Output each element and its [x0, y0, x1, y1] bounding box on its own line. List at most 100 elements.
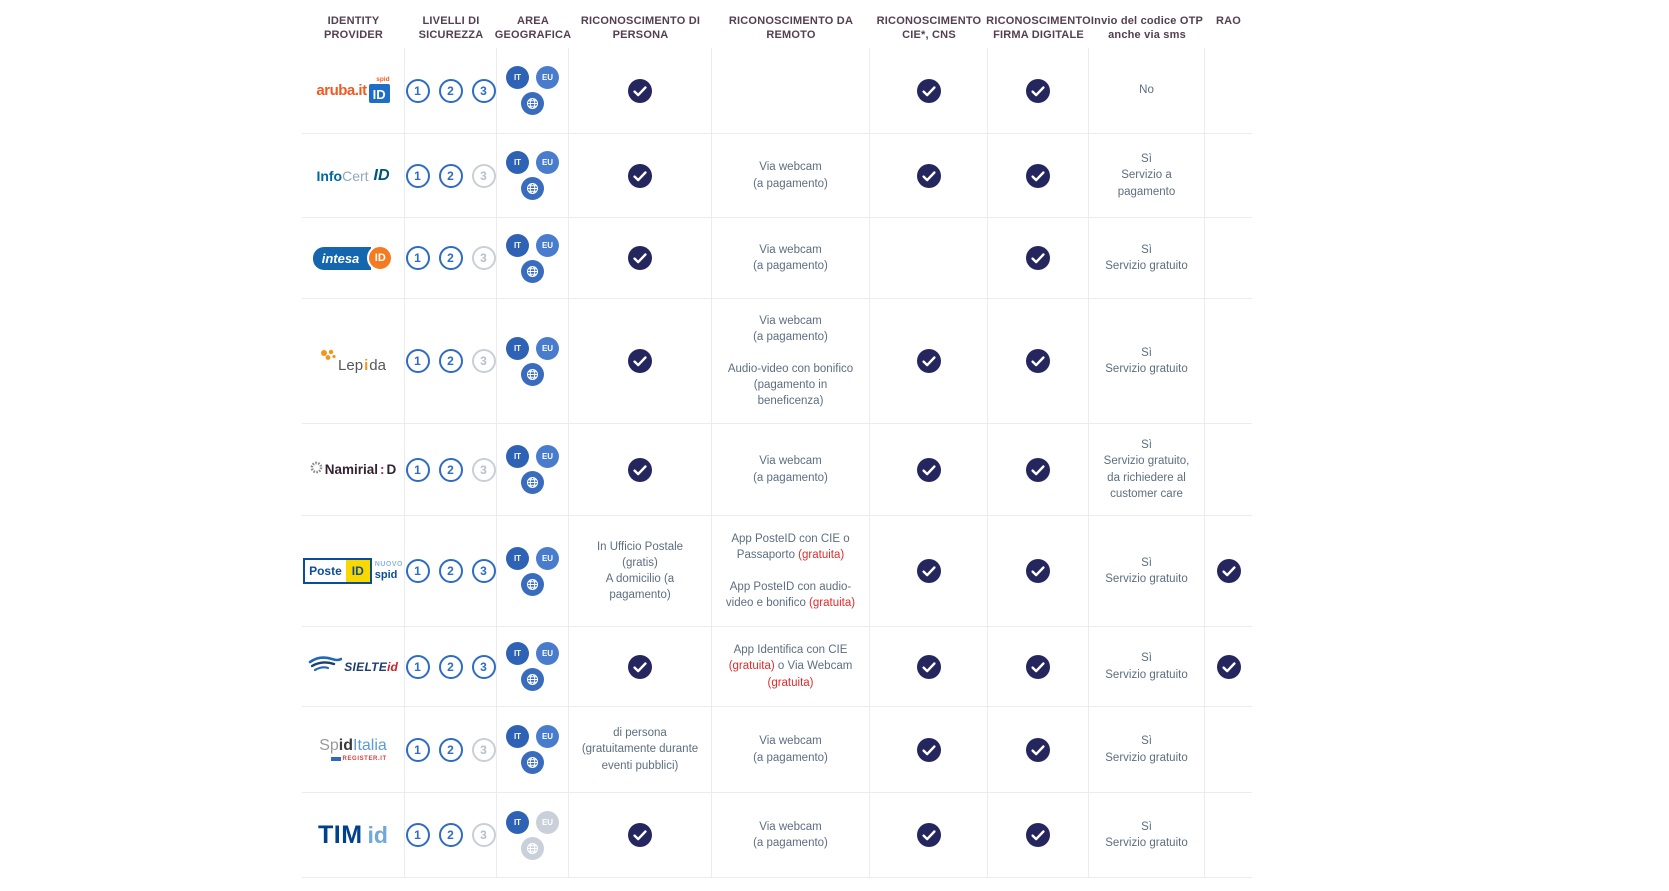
check-icon	[916, 559, 941, 583]
posteid-id-badge: ID	[345, 560, 370, 582]
otp-text: Sì Servizio gratuito, da richiedere al c…	[1104, 437, 1190, 501]
cell-identity-provider: Poste ID NUOVO spid	[302, 516, 405, 626]
cell-identity-provider: Lep i da	[302, 299, 405, 423]
lepida-logo[interactable]: Lep i da	[320, 348, 386, 374]
cell-otp-sms: Sì Servizio gratuito	[1089, 627, 1205, 706]
otp-text: No	[1139, 82, 1154, 98]
cell-text-segment: Via webcam (a pagamento)	[753, 820, 828, 849]
check-icon	[1026, 737, 1050, 762]
infocert-word-cert: Cert	[342, 167, 369, 184]
spiditalia-logo[interactable]: Sp id Italia REGISTER.IT	[319, 737, 387, 762]
cell-text-segment: Via webcam (a pagamento)	[753, 161, 828, 190]
level-badge-3: 3	[471, 163, 496, 188]
column-header-5: RICONOSCIMENTO CIE*, CNS	[876, 15, 982, 42]
cell-geographic-area: IT EU	[497, 424, 569, 515]
aruba-logo[interactable]: aruba.it spid ID	[316, 76, 390, 103]
provider-row-lepida: Lep i da 1 2 3 IT EU Via webcam (a pagamento) Au…	[302, 299, 1252, 424]
level-badge-2: 2	[438, 457, 463, 482]
level-badge-1: 1	[405, 823, 430, 847]
namirial-flower-icon	[310, 461, 323, 479]
check-icon	[628, 163, 652, 188]
cell-geographic-area: IT EU	[497, 134, 569, 217]
level-badge-3: 3	[471, 737, 496, 762]
cell-geographic-area: IT EU	[497, 516, 569, 626]
europe-badge: EU	[536, 151, 559, 174]
cell-riconoscimento-firma	[988, 134, 1089, 217]
level-badge-2: 2	[438, 823, 463, 847]
check-icon	[628, 654, 652, 679]
column-header-0: IDENTITY PROVIDER	[323, 15, 384, 42]
europe-badge: EU	[536, 642, 559, 665]
column-header-7: Invio del codice OTP anche via sms	[1090, 15, 1204, 42]
italy-badge: IT	[506, 336, 529, 360]
tim-logo[interactable]: TIM id	[318, 821, 388, 850]
italy-badge: IT	[506, 642, 529, 665]
level-badge-3: 3	[471, 246, 496, 270]
level-badge-1: 1	[405, 349, 430, 373]
cell-text-segment: App Identifica con CIE	[733, 644, 848, 657]
column-header-2: AREA GEOGRAFICA	[494, 15, 572, 42]
posteid-spid-label: spid	[374, 569, 398, 581]
posteid-logo[interactable]: Poste ID NUOVO spid	[303, 558, 403, 584]
level-badge-2: 2	[438, 163, 463, 188]
cell-rao	[1205, 627, 1252, 706]
posteid-tags: NUOVO spid	[375, 561, 403, 581]
cell-rao	[1205, 134, 1252, 217]
spiditalia-sp: Sp	[319, 737, 339, 754]
namirial-logo[interactable]: Namirial: D	[310, 461, 396, 479]
cell-identity-provider: TIM id	[302, 793, 405, 877]
cell-identity-provider: Sp id Italia REGISTER.IT	[302, 707, 405, 792]
remoto-text: Via webcam (a pagamento)	[753, 159, 828, 191]
lepida-word-end: da	[369, 357, 386, 374]
infocert-logo[interactable]: Info Cert ID	[316, 167, 389, 185]
remoto-text: Via webcam (a pagamento) Audio-video con…	[728, 313, 853, 410]
cell-otp-sms: Sì Servizio gratuito	[1089, 707, 1205, 792]
otp-text: Sì Servizio gratuito	[1105, 555, 1187, 587]
area-top-row: IT EU	[506, 445, 559, 468]
level-badge-2: 2	[438, 654, 463, 679]
cell-text-segment: Sì Servizio a pagamento	[1117, 153, 1176, 198]
cell-riconoscimento-cie-cns	[870, 793, 988, 877]
table-body: aruba.it spid ID 1 2 3 IT EU No Info Cert ID 1 2 3 IT EU…	[302, 48, 1252, 878]
area-top-row: IT EU	[506, 546, 559, 570]
provider-row-spiditalia: Sp id Italia REGISTER.IT 1 2 3 IT EU di persona (…	[302, 707, 1252, 793]
provider-row-infocert: Info Cert ID 1 2 3 IT EU Via webcam (a pagamento…	[302, 134, 1252, 218]
cell-riconoscimento-persona	[569, 134, 712, 217]
level-badge-3: 3	[471, 78, 496, 103]
cell-riconoscimento-persona: di persona (gratuitamente durante eventi…	[569, 707, 712, 792]
cell-riconoscimento-firma	[988, 516, 1089, 626]
geographic-area: IT EU	[506, 151, 559, 200]
cell-text-segment: Via webcam (a pagamento)	[753, 243, 828, 272]
spiditalia-blue-bar	[330, 757, 341, 761]
infocert-word-info: Info	[316, 167, 343, 184]
cell-riconoscimento-persona	[569, 48, 712, 133]
check-icon	[916, 654, 941, 679]
cell-riconoscimento-remoto	[712, 48, 870, 133]
europe-badge: EU	[536, 233, 559, 257]
infocert-id-mark: ID	[373, 166, 390, 184]
cell-identity-provider: Namirial: D	[302, 424, 405, 515]
cell-geographic-area: IT EU	[497, 299, 569, 423]
check-icon	[628, 823, 652, 847]
cell-riconoscimento-cie-cns	[870, 627, 988, 706]
intesa-logo[interactable]: intesa ID	[312, 245, 394, 271]
cell-otp-sms: Sì Servizio gratuito	[1089, 516, 1205, 626]
sielte-logo[interactable]: SIELTE id	[308, 655, 398, 678]
cell-text-segment: Sì Servizio gratuito	[1105, 556, 1188, 585]
cell-rao	[1205, 48, 1252, 133]
world-globe-icon	[521, 751, 544, 774]
check-icon	[916, 163, 941, 188]
area-top-row: IT EU	[506, 725, 559, 748]
cell-riconoscimento-firma	[988, 627, 1089, 706]
spiditalia-id: id	[338, 737, 353, 754]
level-badge-1: 1	[405, 457, 430, 482]
column-header-3: RICONOSCIMENTO DI PERSONA	[580, 15, 701, 42]
